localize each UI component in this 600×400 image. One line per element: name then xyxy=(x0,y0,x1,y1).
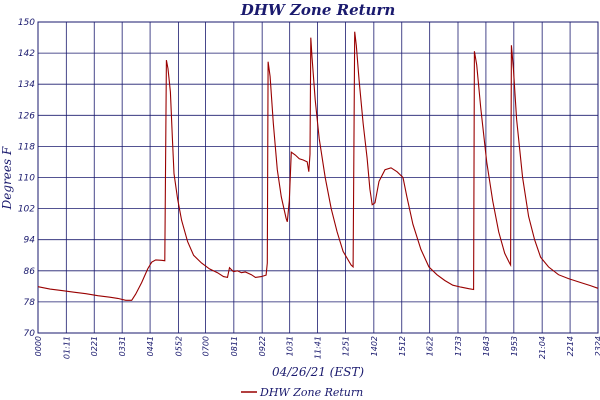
y-tick-label: 86 xyxy=(24,267,36,277)
y-tick-label: 134 xyxy=(18,80,35,90)
x-tick-label: 1251 xyxy=(342,336,351,356)
legend-label: DHW Zone Return xyxy=(259,386,363,399)
legend: DHW Zone Return xyxy=(241,386,363,399)
x-tick-label: 0221 xyxy=(90,336,99,356)
y-tick-label: 78 xyxy=(24,298,36,308)
y-tick-label: 102 xyxy=(18,205,35,215)
y-tick-label: 70 xyxy=(24,329,36,339)
series-line-dhw-zone-return xyxy=(37,31,599,301)
y-axis-label: Degrees F xyxy=(0,146,14,210)
x-tick-label: 1622 xyxy=(426,336,435,356)
x-tick-label: 1843 xyxy=(482,336,491,356)
x-axis-ticks: 0000 01:11 0221 0331 0441 0552 0700 0811 0922 103… xyxy=(34,336,600,359)
y-tick-label: 118 xyxy=(18,142,35,152)
y-tick-label: 150 xyxy=(18,18,35,28)
y-tick-label: 126 xyxy=(18,111,35,121)
chart-title: DHW Zone Return xyxy=(240,1,396,19)
x-tick-label: 1733 xyxy=(454,336,463,356)
gridlines xyxy=(37,21,599,334)
y-axis-ticks: 70 78 86 94 102 110 118 126 134 142 150 xyxy=(18,18,35,339)
y-tick-label: 94 xyxy=(24,236,36,246)
x-tick-label: 11:41 xyxy=(314,336,323,359)
plot-frame xyxy=(37,21,599,334)
x-tick-label: 1402 xyxy=(370,336,379,356)
x-tick-label: 0700 xyxy=(202,336,211,356)
x-tick-label: 21:04 xyxy=(538,336,547,359)
x-tick-label: 01:11 xyxy=(62,336,71,359)
x-tick-label: 2214 xyxy=(566,336,575,356)
x-tick-label: 0922 xyxy=(258,336,267,356)
x-tick-label: 0000 xyxy=(34,336,43,356)
x-tick-label: 0552 xyxy=(174,336,183,356)
x-tick-label: 0441 xyxy=(146,336,155,356)
y-tick-label: 142 xyxy=(18,49,35,59)
x-tick-label: 0811 xyxy=(230,336,239,356)
x-tick-label: 1953 xyxy=(510,336,519,356)
x-tick-label: 1512 xyxy=(398,336,407,356)
x-axis-label: 04/26/21 (EST) xyxy=(272,365,364,379)
x-tick-label: 1031 xyxy=(286,336,295,356)
y-tick-label: 110 xyxy=(18,174,35,184)
x-tick-label: 0331 xyxy=(118,336,127,356)
x-tick-label: 2324 xyxy=(594,336,600,356)
